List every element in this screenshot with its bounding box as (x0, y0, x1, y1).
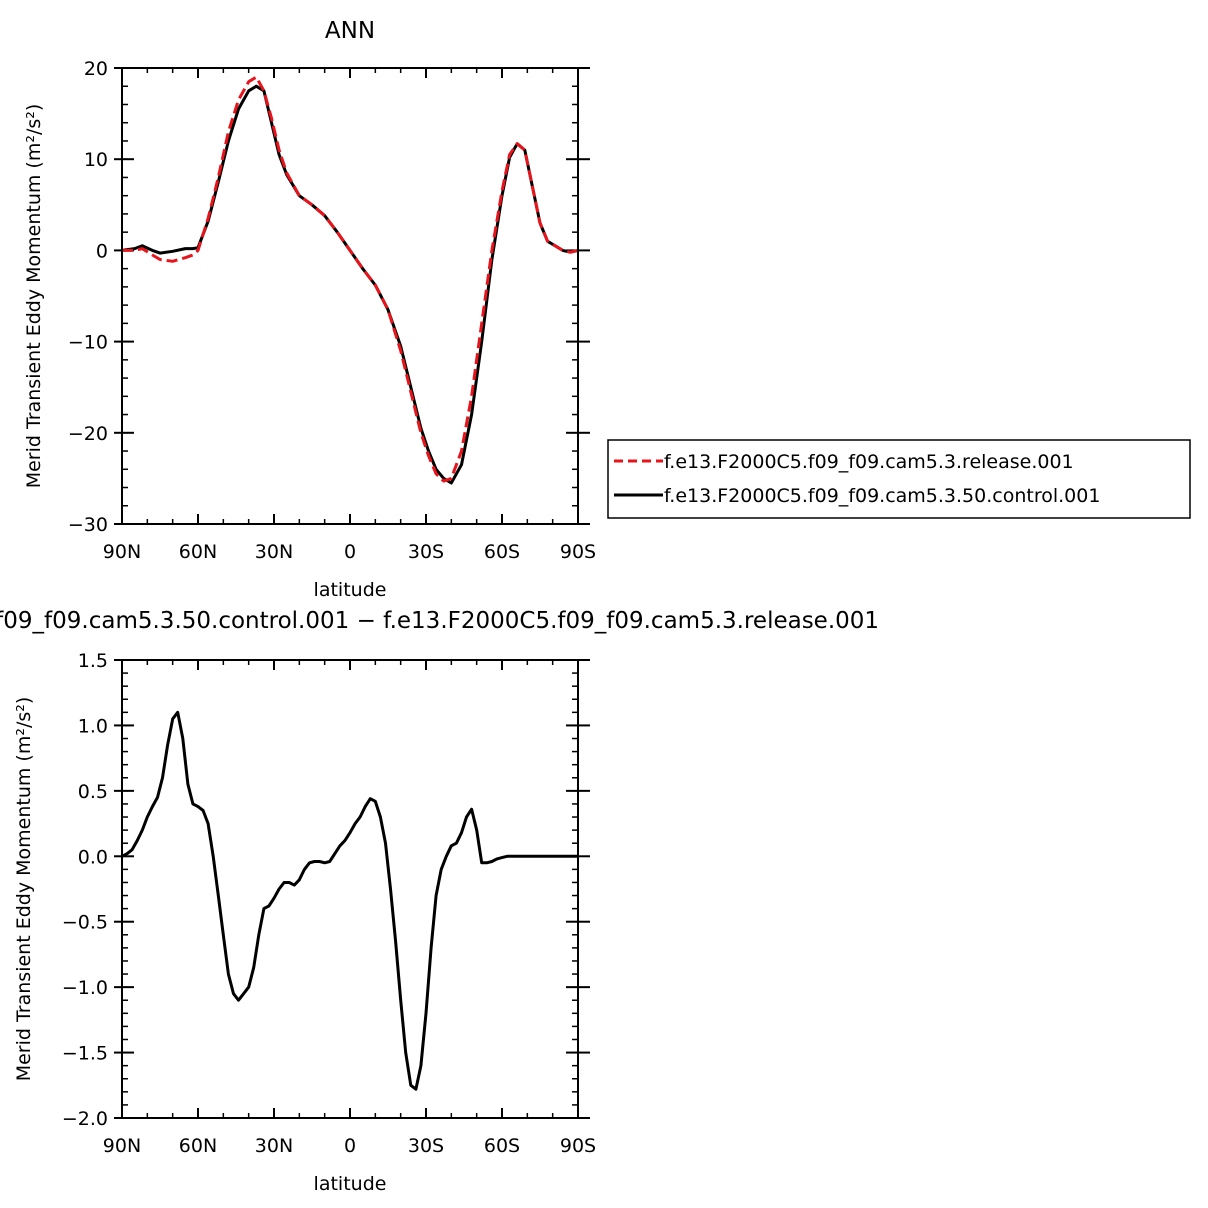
bottom-y-tick-label: −1.5 (62, 1043, 108, 1065)
top-plot-frame (121, 67, 579, 525)
top-y-tick-label: −20 (68, 423, 108, 445)
bottom-series-line-0 (121, 710, 578, 1091)
bottom-y-tick-label: 0.5 (78, 781, 108, 803)
top-x-tick-label: 0 (344, 541, 356, 563)
legend-label-release: f.e13.F2000C5.f09_f09.cam5.3.release.001 (664, 451, 1074, 473)
top-ticks: 90N 60N 30N 0 30S 60S 90S 20 10 0 −10 −20 −30 (68, 58, 596, 563)
bottom-ticks: 90N 60N 30N 0 30S 60S 90S 1.5 1.0 0.5 0.0 −0.5 −1.0 −… (62, 650, 596, 1157)
bottom-plot-frame (121, 659, 579, 1119)
bottom-x-tick-label: 90N (103, 1135, 141, 1157)
bottom-y-tick-label: −2.0 (62, 1108, 108, 1130)
top-series-line-1 (121, 84, 579, 485)
bottom-panel: f.e13.F2000C5.f09_f09.cam5.3.50.control.… (0, 608, 879, 1195)
bottom-x-axis-label: latitude (314, 1173, 387, 1195)
top-panel: ANN 90N 60N 30N 0 30S 60S 90S 20 10 0 −10 −20 −30 la… (23, 18, 1191, 601)
bottom-y-tick-label: 1.0 (78, 715, 108, 737)
top-x-tick-label: 90N (103, 541, 141, 563)
top-x-tick-label: 30S (408, 541, 444, 563)
top-x-tick-label: 60S (484, 541, 520, 563)
top-x-tick-label: 90S (560, 541, 596, 563)
bottom-x-tick-label: 30S (408, 1135, 444, 1157)
bottom-x-tick-label: 60S (484, 1135, 520, 1157)
bottom-y-tick-label: −1.0 (62, 977, 108, 999)
bottom-y-tick-label: 1.5 (78, 650, 108, 672)
legend-label-control: f.e13.F2000C5.f09_f09.cam5.3.50.control.… (664, 485, 1100, 507)
top-y-tick-label: 0 (96, 240, 108, 262)
bottom-x-tick-label: 0 (344, 1135, 356, 1157)
bottom-y-axis-label: Merid Transient Eddy Momentum (m²/s²) (13, 697, 35, 1082)
top-title: ANN (325, 18, 375, 44)
bottom-y-tick-label: 0.0 (78, 846, 108, 868)
top-y-axis-label: Merid Transient Eddy Momentum (m²/s²) (23, 104, 45, 489)
top-x-tick-label: 30N (255, 541, 293, 563)
top-series-group (121, 75, 579, 485)
top-legend: f.e13.F2000C5.f09_f09.cam5.3.release.001… (607, 439, 1191, 519)
top-series-line-0 (122, 75, 579, 483)
bottom-y-tick-label: −0.5 (62, 912, 108, 934)
legend-box (607, 439, 1191, 519)
top-y-tick-label: −30 (68, 514, 108, 536)
top-x-tick-label: 60N (179, 541, 217, 563)
top-x-axis-label: latitude (314, 579, 387, 601)
top-y-tick-label: −10 (68, 332, 108, 354)
bottom-x-tick-label: 90S (560, 1135, 596, 1157)
top-y-tick-label: 10 (84, 149, 108, 171)
bottom-x-tick-label: 60N (179, 1135, 217, 1157)
top-y-tick-label: 20 (84, 58, 108, 80)
bottom-series-group (121, 710, 578, 1091)
bottom-title: f.e13.F2000C5.f09_f09.cam5.3.50.control.… (0, 608, 879, 634)
bottom-x-tick-label: 30N (255, 1135, 293, 1157)
